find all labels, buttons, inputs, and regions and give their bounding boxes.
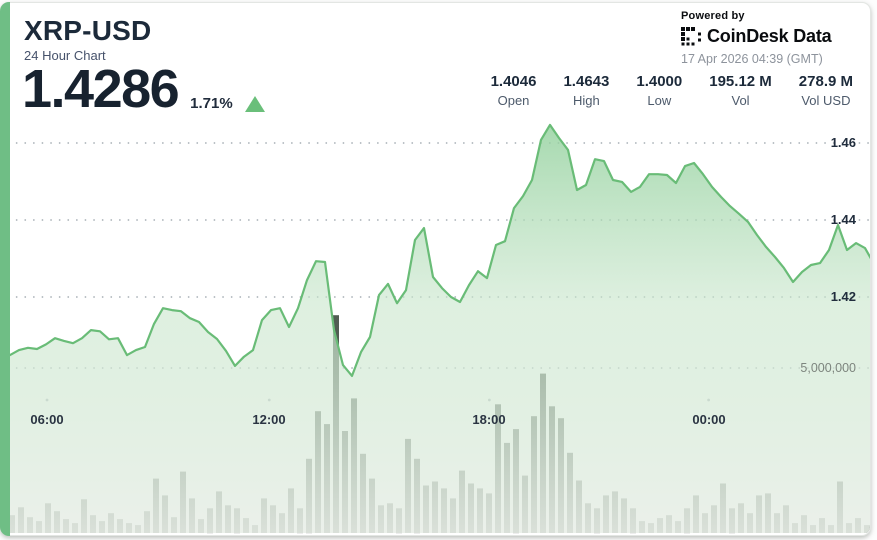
volume-axis-label: 5,000,000 [800,361,856,375]
stats-row: 1.4046 Open 1.4643 High 1.4000 Low 195.1… [491,73,853,108]
x-axis-label-1200: 12:00 [252,412,286,427]
current-price: 1.4286 [22,59,180,119]
brand-link[interactable]: CoinDesk Data [681,26,863,47]
y-axis-label-1-42: 1.42 [830,289,856,304]
y-axis-label-1-44: 1.44 [830,212,856,227]
stat-vol-usd: 278.9 M Vol USD [799,73,853,108]
chart-subtitle: 24 Hour Chart [24,48,106,64]
stat-low-value: 1.4000 [636,73,683,90]
stat-vol-value: 195.12 M [709,73,772,90]
stat-high: 1.4643 High [563,73,609,108]
stat-open-label: Open [497,93,530,108]
brand-name: CoinDesk Data [707,26,832,46]
stat-high-label: High [573,93,600,108]
stat-vol: 195.12 M Vol [709,73,772,108]
price-volume-chart[interactable] [0,3,870,535]
stat-high-value: 1.4643 [563,73,610,90]
coindesk-logo-icon [681,26,701,45]
x-axis-label-0600: 06:00 [30,412,64,427]
stat-low-label: Low [647,93,672,108]
stat-vol-usd-value: 278.9 M [798,73,853,90]
stat-vol-label: Vol [731,93,750,108]
stat-open: 1.4046 Open [491,73,537,108]
powered-by-label: Powered by [681,10,745,22]
accent-stripe [0,2,10,536]
stat-open-value: 1.4046 [490,73,537,90]
symbol-title: XRP-USD [24,15,152,46]
chart-area [0,3,870,535]
up-arrow-icon [244,96,265,112]
x-axis-label-1800: 18:00 [472,412,506,427]
price-change-percent: 1.71% [190,95,233,112]
y-axis-label-1-46: 1.46 [830,135,856,150]
timestamp: 17 Apr 2026 04:39 (GMT) [681,52,823,66]
stat-low: 1.4000 Low [636,73,682,108]
x-axis-label-0000: 00:00 [692,412,726,427]
stat-vol-usd-label: Vol USD [801,93,851,108]
